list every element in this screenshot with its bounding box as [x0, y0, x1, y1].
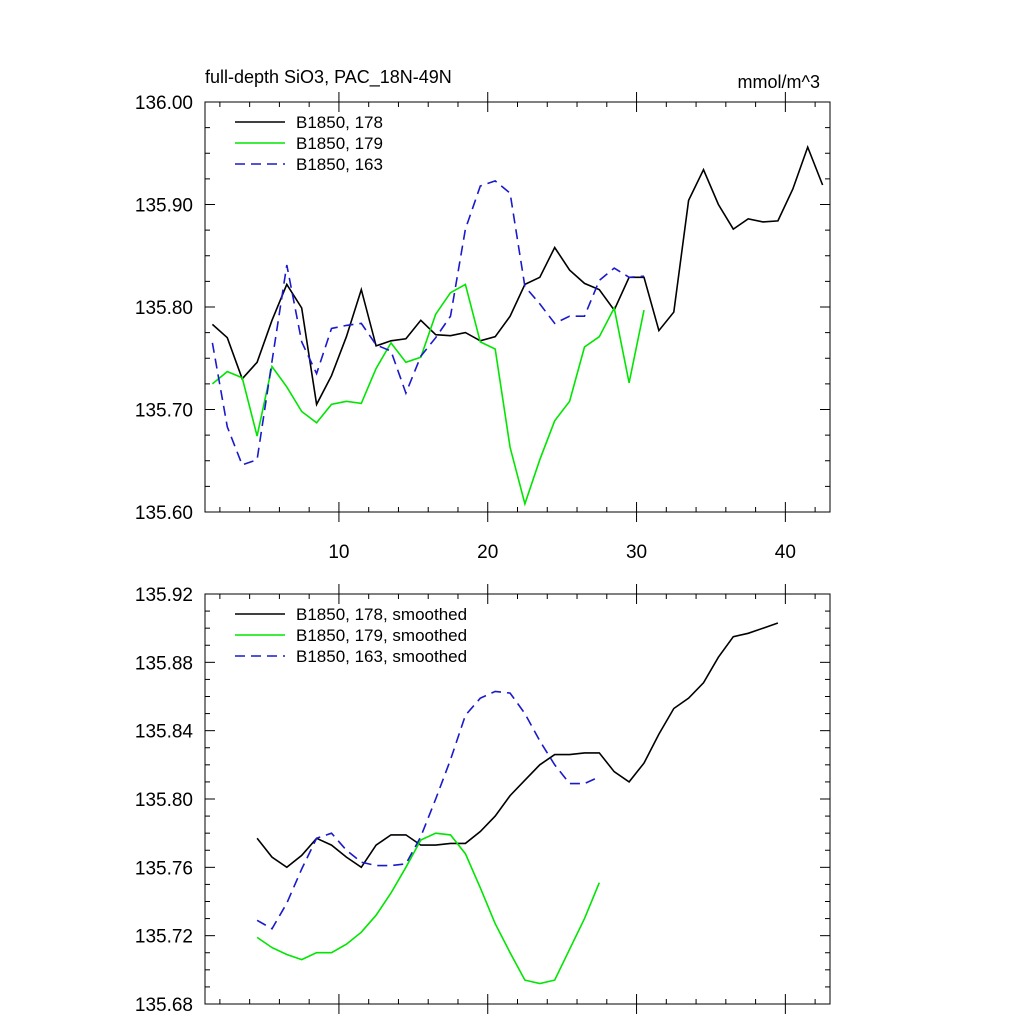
y-tick-label: 135.60 [135, 503, 193, 524]
series-line-2 [211, 283, 645, 507]
x-tick-label: 20 [477, 542, 498, 563]
y-tick-label: 135.76 [135, 858, 193, 879]
legend-label: B1850, 179 [296, 134, 383, 153]
series-line-1 [256, 622, 779, 869]
y-tick-label: 135.92 [135, 585, 193, 606]
series-line-2 [256, 832, 601, 985]
top-panel: 136.00 135.90 135.80 135.70 135.60 10 20 30 40 B1… [135, 92, 831, 563]
y-tick-label: 135.80 [135, 790, 193, 811]
y-tick-label: 135.88 [135, 653, 193, 674]
y-tick-label: 135.70 [135, 401, 193, 422]
legend-label: B1850, 178, smoothed [296, 605, 467, 624]
chart-title: full-depth SiO3, PAC_18N-49N [205, 67, 452, 88]
y-tick-label: 135.90 [135, 196, 193, 217]
x-tick-label: 40 [775, 542, 796, 563]
bottom-panel: 135.92 135.88 135.84 135.80 135.76 135.72 135.… [135, 584, 831, 1016]
x-tick-label: 10 [328, 542, 349, 563]
series-line-3 [256, 690, 600, 930]
y-tick-label: 136.00 [135, 93, 193, 114]
legend-label: B1850, 163, smoothed [296, 647, 467, 666]
y-tick-label: 135.84 [135, 722, 194, 743]
series-line-3 [211, 179, 645, 466]
series-line-1 [211, 144, 824, 407]
x-tick-label: 30 [626, 542, 647, 563]
legend-label: B1850, 179, smoothed [296, 626, 467, 645]
legend-label: B1850, 178 [296, 113, 383, 132]
y-tick-label: 135.72 [135, 927, 193, 948]
units-label: mmol/m^3 [738, 72, 820, 92]
y-tick-label: 135.80 [135, 298, 193, 319]
y-tick-label: 135.68 [135, 995, 193, 1016]
legend-label: B1850, 163 [296, 155, 383, 174]
